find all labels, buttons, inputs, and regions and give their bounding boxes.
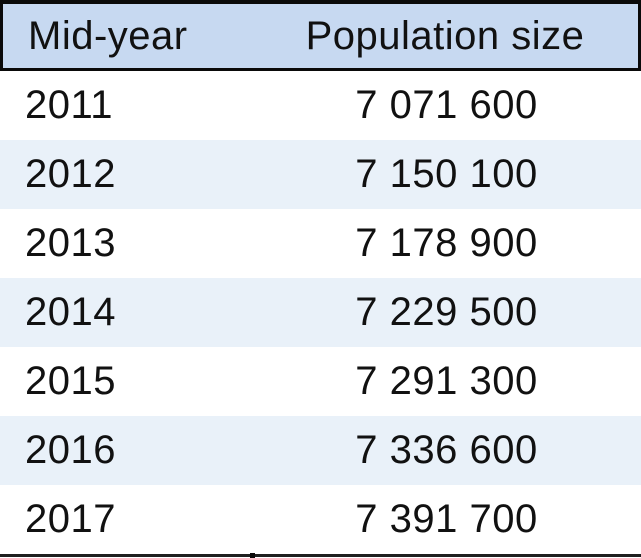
population-cell: 7 336 600 bbox=[355, 428, 538, 472]
year-cell: 2014 bbox=[25, 290, 116, 334]
column-divider-tick bbox=[250, 553, 255, 558]
year-cell: 2016 bbox=[25, 428, 116, 472]
year-cell: 2011 bbox=[25, 83, 114, 127]
year-cell: 2013 bbox=[25, 221, 116, 265]
population-cell: 7 291 300 bbox=[355, 359, 538, 403]
table-bottom-rule bbox=[0, 553, 641, 558]
table-top-rule bbox=[0, 0, 641, 4]
table-row: 2015 7 291 300 bbox=[0, 347, 641, 416]
table-row: 2016 7 336 600 bbox=[0, 416, 641, 485]
population-cell: 7 150 100 bbox=[355, 152, 538, 196]
table-row: 2017 7 391 700 bbox=[0, 485, 641, 554]
column-header-population-size: Population size bbox=[305, 13, 585, 58]
population-cell: 7 071 600 bbox=[355, 83, 538, 127]
population-cell: 7 391 700 bbox=[355, 497, 538, 541]
table-row: 2012 7 150 100 bbox=[0, 140, 641, 209]
population-cell: 7 229 500 bbox=[355, 290, 538, 334]
population-cell: 7 178 900 bbox=[355, 221, 538, 265]
table-row: 2014 7 229 500 bbox=[0, 278, 641, 347]
table-row: 2013 7 178 900 bbox=[0, 209, 641, 278]
column-header-mid-year: Mid-year bbox=[28, 13, 188, 58]
table-row: 2011 7 071 600 bbox=[0, 71, 641, 140]
year-cell: 2015 bbox=[25, 359, 116, 403]
table-header-row: Mid-year Population size bbox=[0, 4, 641, 68]
table-header-separator bbox=[0, 68, 641, 71]
year-cell: 2012 bbox=[25, 152, 116, 196]
year-cell: 2017 bbox=[25, 497, 116, 541]
